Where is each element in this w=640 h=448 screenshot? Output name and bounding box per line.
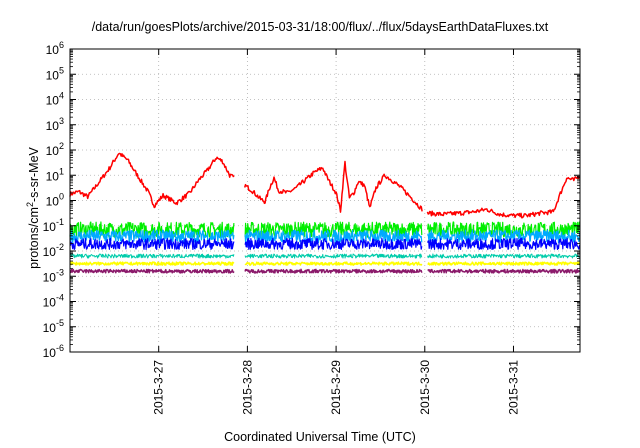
series-line-6 [69,268,581,274]
y-tick-label: 10-6 [43,343,64,360]
y-tick-label: 100 [46,192,64,209]
x-tick-label: 2015-3-30 [418,360,432,415]
x-tick-label: 2015-3-31 [506,360,520,415]
x-tick-label: 2015-3-28 [240,360,254,415]
y-tick-label: 10-1 [43,217,64,234]
chart-title: /data/run/goesPlots/archive/2015-03-31/1… [91,20,549,34]
series-line-4 [69,253,581,259]
x-tick-label: 2015-3-27 [152,360,166,415]
y-tick-label: 10-3 [43,267,64,284]
y-tick-label: 103 [46,116,64,133]
y-tick-label: 10-5 [43,318,64,335]
y-tick-label: 10-4 [43,293,64,310]
y-tick-label: 104 [46,91,64,108]
series-line-0 [69,152,580,219]
y-tick-label: 102 [46,141,64,158]
y-tick-label: 10-2 [43,242,64,259]
series-line-5 [69,261,581,266]
x-axis-label: Coordinated Universal Time (UTC) [224,430,416,444]
y-tick-label: 106 [46,40,64,57]
y-tick-label: 101 [46,166,64,183]
x-tick-label: 2015-3-29 [329,360,343,415]
y-tick-label: 105 [46,65,64,82]
series-line-2 [69,229,581,244]
series-line-3 [69,237,581,251]
